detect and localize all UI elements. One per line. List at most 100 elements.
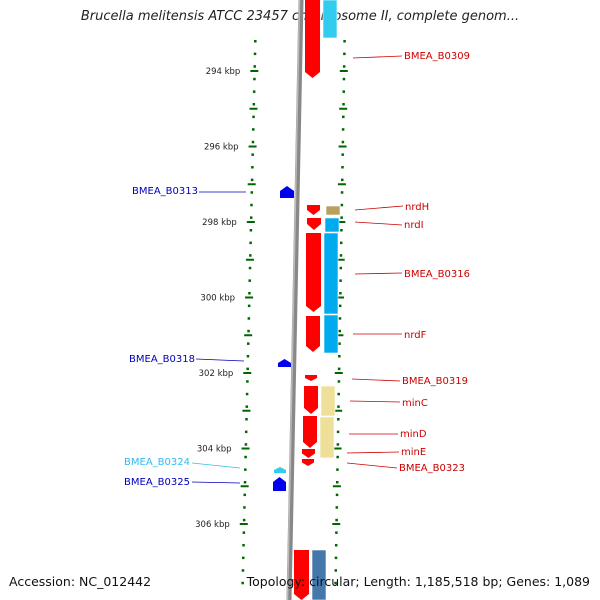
guide-dot: [334, 544, 338, 547]
guide-dot: [338, 355, 341, 358]
chromosome-backbone: [286, 0, 304, 600]
ruler-tick: [250, 70, 259, 72]
label-leader: [351, 378, 401, 382]
gene-label-bmea_b0313: BMEA_B0313: [132, 186, 198, 197]
ruler-tick: [336, 258, 345, 261]
forward-gene-arrow: [307, 205, 320, 215]
guide-dot: [338, 317, 342, 320]
ruler-tick: [337, 221, 346, 223]
guide-dot: [252, 128, 255, 131]
reverse-gene-arrow: [280, 186, 294, 198]
gene-labels: BMEA_B0309 nrdH nrdI BMEA_B0316 nrdF BMEA_B03…: [124, 51, 470, 488]
guide-dot: [250, 191, 254, 194]
guide-dot: [249, 216, 253, 219]
tick-label: 300 kbp: [200, 294, 235, 304]
guide-dot: [245, 405, 249, 408]
ruler-tick: [338, 145, 347, 148]
cds-block: [323, 232, 339, 315]
guide-dot: [342, 115, 345, 119]
cds-block: [323, 314, 339, 354]
ruler-tick: [335, 334, 344, 337]
guide-dot: [335, 506, 339, 509]
gene-label-nrdf: nrdF: [404, 330, 427, 341]
guide-dot: [247, 317, 251, 320]
guide-dot: [253, 52, 257, 56]
guide-dot: [338, 342, 341, 345]
gene-features: [273, 0, 321, 600]
ruler-tick: [241, 447, 250, 450]
guide-dot: [246, 355, 250, 358]
forward-gene-arrow: [305, 375, 317, 381]
ruler-tick: [332, 523, 341, 525]
guide-dot: [342, 65, 346, 68]
reverse-gene-arrow: [273, 477, 286, 491]
ruler-tick: [249, 107, 258, 110]
ruler-tick: [240, 485, 249, 488]
label-leader: [195, 358, 245, 362]
label-leader: [346, 451, 400, 454]
guide-dot: [249, 229, 253, 232]
guide-dot: [248, 279, 251, 282]
label-leader: [191, 481, 241, 484]
guide-dot: [342, 103, 345, 106]
gene-label-bmea_b0318: BMEA_B0318: [129, 354, 195, 365]
guide-dot: [343, 52, 346, 56]
cds-block: [320, 385, 336, 417]
guide-dot: [341, 153, 344, 156]
label-leader: [346, 462, 398, 469]
gene-label-mind: minD: [400, 429, 427, 440]
gene-label-nrdi: nrdI: [404, 220, 424, 231]
guide-dot: [341, 128, 345, 131]
guide-dot: [342, 77, 346, 81]
ruler-tick: [239, 523, 248, 525]
gene-label-nrdh: nrdH: [405, 202, 429, 213]
forward-gene-arrow: [305, 0, 320, 78]
label-leader: [354, 205, 404, 211]
guide-dot: [251, 166, 254, 169]
guide-dot: [244, 468, 247, 471]
guide-dot: [337, 380, 341, 383]
guide-dot: [336, 443, 340, 446]
guide-dot: [337, 392, 340, 396]
gene-label-bmea_b0324: BMEA_B0324: [124, 457, 190, 468]
guide-dot: [340, 229, 343, 232]
guide-dot: [248, 266, 252, 270]
reverse-gene-arrow: [274, 467, 286, 473]
gene-label-bmea_b0309: BMEA_B0309: [404, 51, 470, 62]
guide-dot: [338, 329, 342, 333]
gene-label-bmea_b0319: BMEA_B0319: [402, 376, 468, 387]
guide-dot: [341, 178, 344, 182]
guide-dot: [338, 304, 342, 308]
guide-dot: [334, 581, 337, 585]
guide-dot: [246, 380, 249, 383]
tick-label: 306 kbp: [195, 520, 230, 530]
guide-dot: [244, 455, 247, 459]
guide-dot: [340, 203, 344, 207]
guide-dot: [341, 140, 345, 144]
guide-dot: [341, 166, 344, 169]
guide-dot: [340, 216, 343, 219]
gene-label-bmea_b0325: BMEA_B0325: [124, 477, 190, 488]
guide-dot: [335, 531, 338, 534]
guide-dot: [253, 65, 256, 68]
gene-label-bmea_b0323: BMEA_B0323: [399, 463, 465, 474]
guide-dot: [243, 481, 247, 484]
guide-dot: [247, 304, 251, 308]
guide-dot: [241, 581, 244, 585]
ruler-tick: [332, 485, 341, 488]
left-ruler-ticks: [239, 70, 259, 525]
ruler-tick: [244, 334, 253, 337]
label-leader-lines: [191, 55, 404, 484]
guide-dot: [245, 392, 249, 396]
guide-dot: [251, 140, 255, 144]
guide-dot: [342, 90, 345, 93]
forward-gene-arrow: [307, 218, 321, 230]
guide-dot: [250, 178, 254, 182]
tick-label: 298 kbp: [202, 218, 237, 228]
tick-label: 302 kbp: [199, 369, 234, 379]
ruler-tick: [246, 221, 255, 223]
guide-dot: [335, 493, 339, 497]
guide-dot: [241, 569, 245, 572]
guide-dot: [250, 203, 253, 207]
